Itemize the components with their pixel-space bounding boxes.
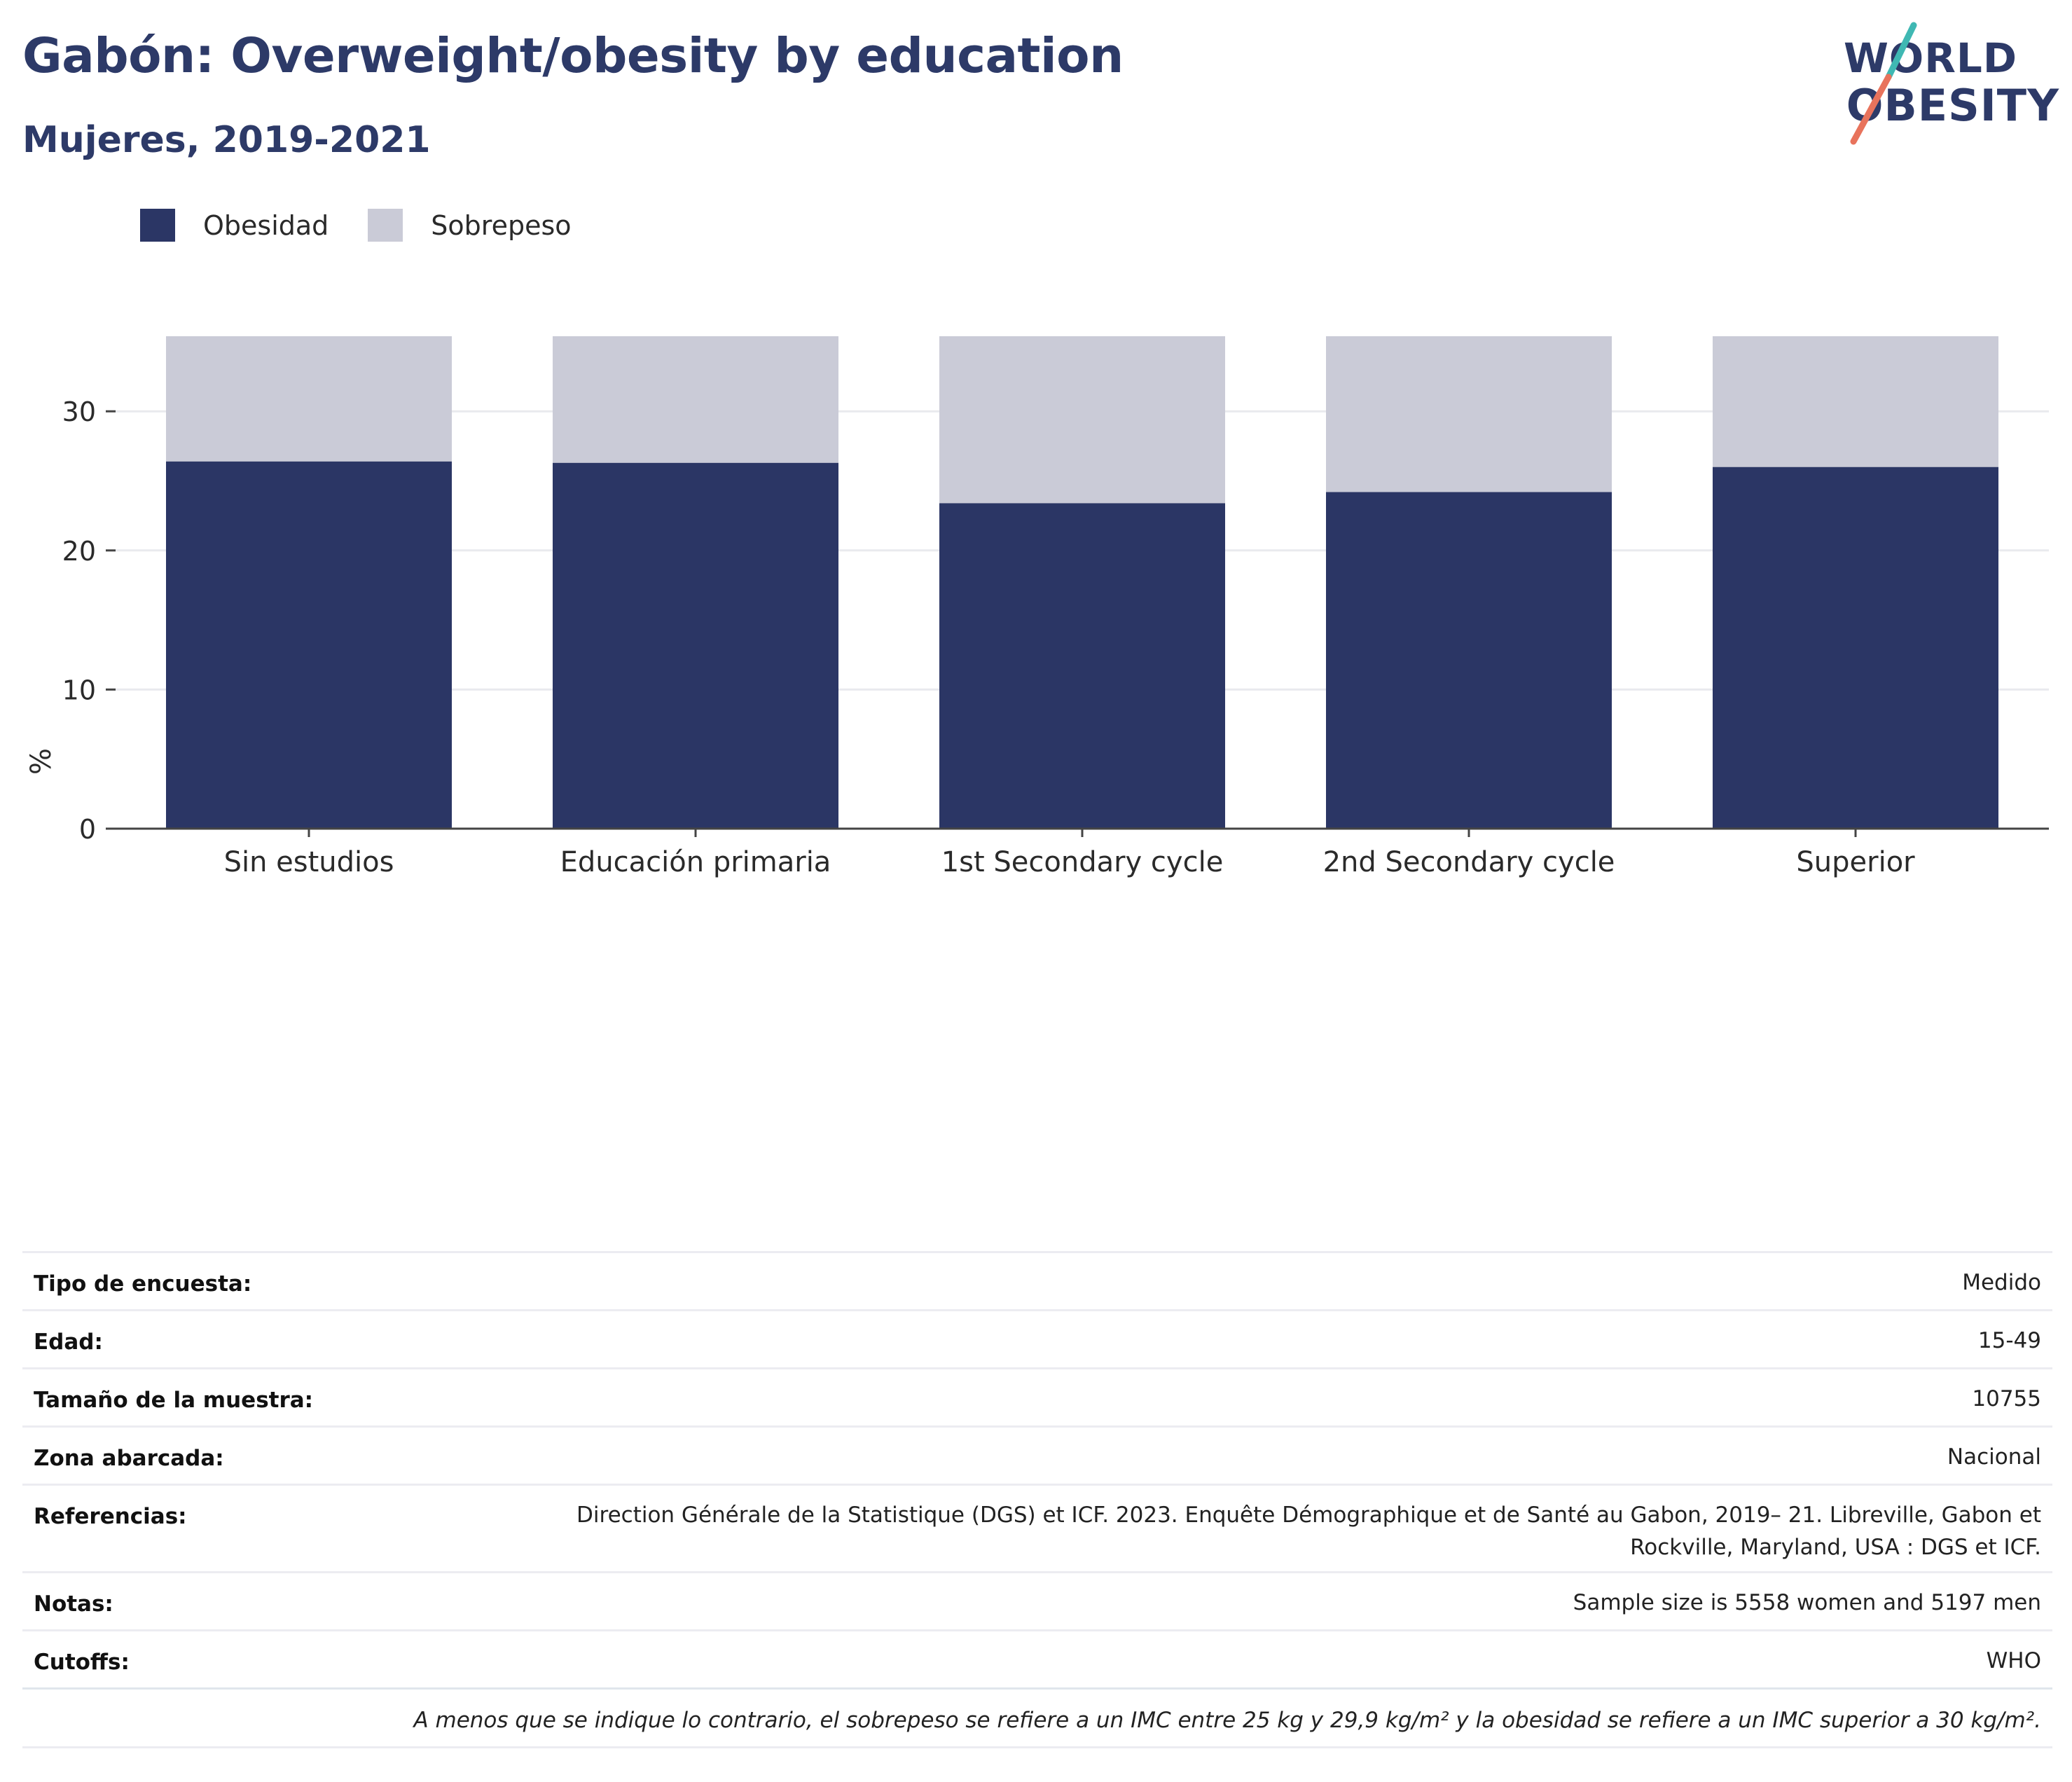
- metadata-table: Tipo de encuesta: Medido Edad: 15-49 Tam…: [22, 1251, 2052, 1748]
- bar-sobrepeso[interactable]: [166, 336, 452, 462]
- meta-key: Tipo de encuesta:: [34, 1271, 252, 1297]
- x-tick-label: 1st Secondary cycle: [941, 846, 1224, 878]
- y-axis-ticks: 01020304050: [62, 396, 116, 845]
- reference-line-1: Direction Générale de la Statistique (DG…: [576, 1503, 2041, 1528]
- bar-obesidad[interactable]: [553, 462, 838, 829]
- meta-value: WHO: [1986, 1648, 2041, 1673]
- y-axis-label: %: [25, 748, 57, 775]
- world-obesity-logo: WORLD OBESITY: [1821, 21, 2059, 151]
- meta-value: 10755: [1972, 1386, 2041, 1411]
- meta-row-coverage: Zona abarcada: Nacional: [22, 1425, 2052, 1484]
- table-bottom-rule: [22, 1746, 2052, 1748]
- legend-label-obesidad: Obesidad: [203, 209, 329, 241]
- meta-row-notes: Notas: Sample size is 5558 women and 519…: [22, 1571, 2052, 1629]
- x-axis-ticks: Sin estudios Educación primaria 1st Second…: [224, 829, 1915, 878]
- meta-row-survey-type: Tipo de encuesta: Medido: [22, 1251, 2052, 1309]
- meta-value: Medido: [1962, 1270, 2041, 1295]
- bar-obesidad[interactable]: [1326, 492, 1612, 829]
- meta-row-cutoffs: Cutoffs: WHO: [22, 1629, 2052, 1687]
- logo-slash-icon: [1850, 22, 1917, 145]
- legend-label-sobrepeso: Sobrepeso: [431, 209, 572, 241]
- y-tick-label: 30: [62, 396, 96, 427]
- meta-value: 15-49: [1977, 1328, 2041, 1353]
- bar-obesidad[interactable]: [939, 503, 1225, 829]
- legend-swatch-obesidad: [140, 209, 175, 242]
- meta-value: Sample size is 5558 women and 5197 men: [1573, 1590, 2041, 1615]
- bar-sobrepeso[interactable]: [553, 336, 838, 463]
- bar-obesidad[interactable]: [166, 461, 452, 829]
- x-tick-label: 2nd Secondary cycle: [1323, 846, 1615, 878]
- meta-key: Tamaño de la muestra:: [34, 1388, 314, 1413]
- x-tick-label: Sin estudios: [224, 846, 394, 878]
- meta-key: Zona abarcada:: [34, 1446, 224, 1471]
- meta-row-references: Referencias: Direction Générale de la St…: [22, 1484, 2052, 1571]
- meta-value: Nacional: [1947, 1444, 2041, 1470]
- bar-sobrepeso[interactable]: [1326, 336, 1612, 492]
- meta-row-sample-size: Tamaño de la muestra: 10755: [22, 1367, 2052, 1425]
- meta-key: Notas:: [34, 1591, 113, 1617]
- meta-value: Direction Générale de la Statistique (DG…: [576, 1499, 2041, 1563]
- y-tick-label: 0: [79, 814, 96, 845]
- footnote: A menos que se indique lo contrario, el …: [22, 1687, 2052, 1746]
- x-tick-label: Educación primaria: [560, 846, 831, 878]
- chart-title: Gabón: Overweight/obesity by education: [22, 28, 1124, 84]
- bar-sobrepeso[interactable]: [1713, 336, 1998, 467]
- chart-subtitle: Mujeres, 2019-2021: [22, 119, 431, 161]
- meta-row-age: Edad: 15-49: [22, 1309, 2052, 1367]
- y-tick-label: 20: [62, 536, 96, 567]
- chart-legend: Obesidad Sobrepeso: [140, 209, 611, 242]
- meta-key: Referencias:: [34, 1504, 187, 1529]
- legend-swatch-sobrepeso: [368, 209, 403, 242]
- bar-sobrepeso[interactable]: [939, 336, 1225, 504]
- meta-key: Cutoffs:: [34, 1650, 130, 1675]
- logo-word-world: WORLD: [1843, 34, 2017, 82]
- meta-key: Edad:: [34, 1329, 103, 1355]
- legend-item-obesidad[interactable]: Obesidad: [140, 209, 329, 242]
- reference-line-2: Rockville, Maryland, USA : DGS et ICF.: [1630, 1535, 2041, 1560]
- y-tick-label: 10: [62, 675, 96, 705]
- bars: [116, 336, 2049, 830]
- bar-obesidad[interactable]: [1713, 467, 1998, 829]
- x-tick-label: Superior: [1796, 846, 1915, 878]
- legend-item-sobrepeso[interactable]: Sobrepeso: [368, 209, 572, 242]
